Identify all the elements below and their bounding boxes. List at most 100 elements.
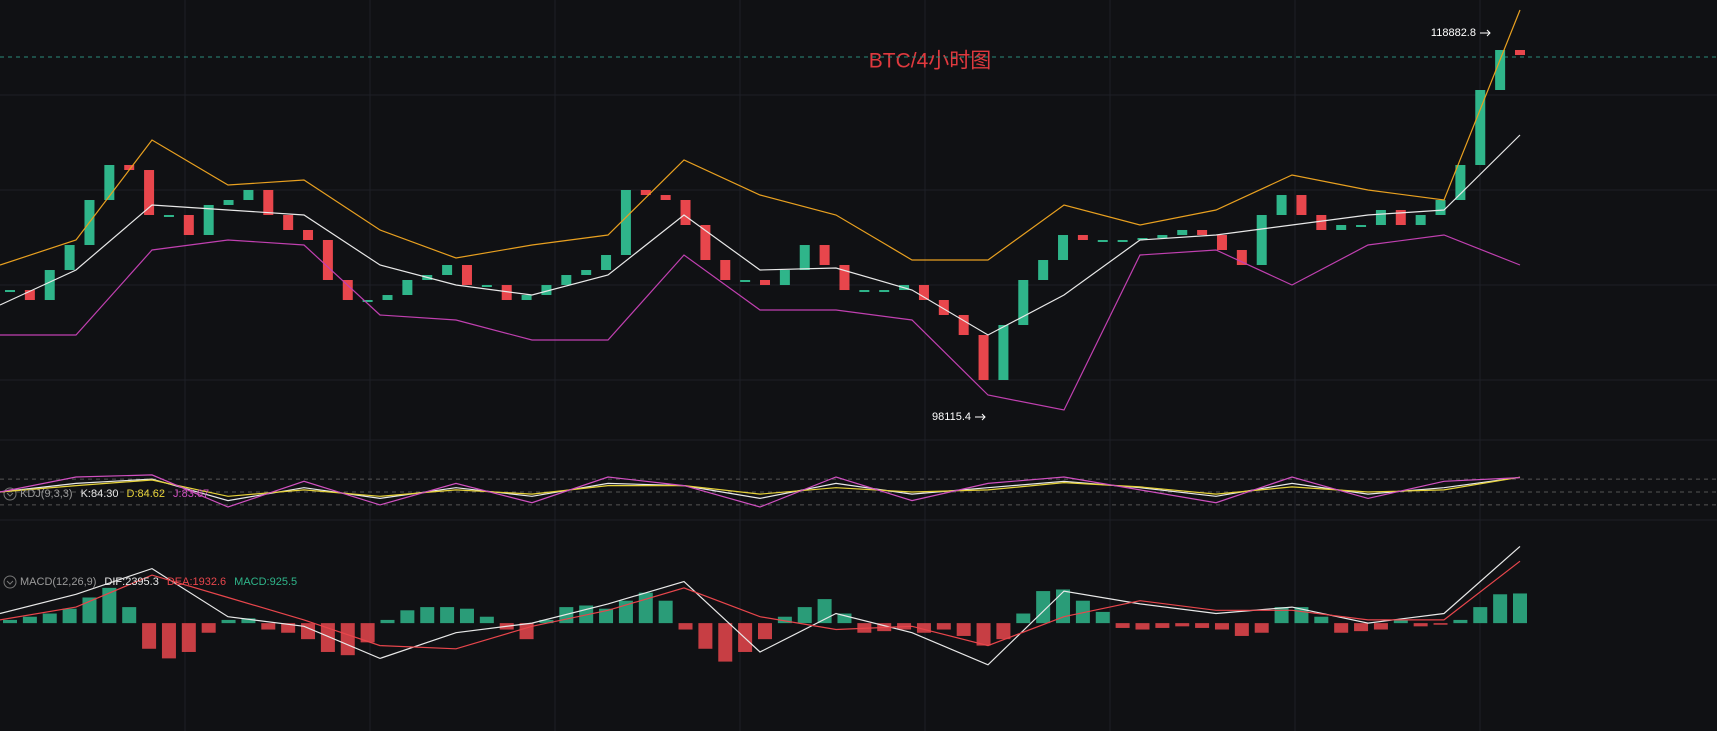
macd-bar (1175, 623, 1190, 627)
candle (799, 245, 810, 271)
candle (223, 200, 234, 205)
macd-bar (241, 618, 256, 624)
macd-bar (479, 616, 494, 624)
macd-bar (340, 623, 355, 656)
macd-bar (718, 623, 733, 662)
candle (1395, 210, 1406, 226)
indicator-line (0, 476, 1521, 502)
macd-bar (837, 613, 852, 624)
macd-bar (380, 619, 395, 624)
candle (481, 285, 492, 288)
macd-bar (777, 616, 792, 624)
candle (283, 215, 294, 230)
candle (581, 270, 592, 276)
candle (918, 285, 929, 301)
macd-bar (698, 623, 713, 649)
macd-bar (956, 623, 971, 636)
candle (1097, 240, 1108, 243)
macd-bar (1254, 623, 1269, 633)
candle (1336, 225, 1347, 230)
macd-bar (1155, 623, 1170, 628)
macd-bar (1195, 623, 1210, 628)
candle (1038, 260, 1049, 280)
macd-bar (678, 623, 693, 630)
macd-bar (221, 619, 236, 624)
candle (680, 200, 691, 226)
candle (263, 189, 274, 215)
macd-bar (3, 619, 17, 624)
indicator-line (0, 560, 1521, 650)
price-annotation: 98115.4 (932, 411, 971, 423)
collapse-icon[interactable] (3, 575, 17, 589)
candle (402, 279, 413, 296)
candle (1375, 210, 1386, 226)
indicator-title: KDJ(9,3,3) (20, 488, 73, 500)
chart-title: BTC/4小时图 (869, 50, 992, 73)
candle (601, 254, 612, 271)
candle (1177, 229, 1188, 236)
candle (620, 189, 631, 255)
candle (243, 189, 254, 201)
macd-bar (1075, 600, 1090, 624)
legend-entry: D:84.62 (127, 488, 166, 500)
macd-bar (320, 623, 335, 652)
macd-bar (1513, 593, 1527, 624)
macd-header (3, 575, 17, 589)
candle (700, 225, 711, 261)
macd-bar (1413, 623, 1428, 627)
macd-bar (82, 597, 97, 624)
candle (998, 325, 1009, 380)
indicator-line (0, 476, 1521, 497)
macd-bar (161, 623, 176, 659)
candle (442, 265, 453, 276)
macd-bar (936, 623, 951, 630)
candle (879, 290, 890, 293)
candle (640, 189, 651, 196)
price-annotation: 118882.8 (1431, 27, 1476, 39)
candle (203, 204, 214, 236)
annotation-arrow (975, 413, 986, 421)
macd-bar (1115, 623, 1130, 628)
candle (1276, 195, 1287, 215)
macd-bar (102, 587, 117, 624)
candle (521, 295, 532, 301)
candle (1515, 50, 1525, 55)
candle (938, 300, 949, 316)
macd-bar (420, 607, 435, 624)
candle (104, 164, 115, 201)
candle (660, 195, 671, 201)
candle (978, 335, 989, 380)
candle (1236, 250, 1247, 266)
candle (1077, 235, 1088, 241)
candle (1495, 50, 1506, 90)
candle (1018, 279, 1029, 326)
candle (839, 265, 850, 291)
macd-bar (181, 623, 196, 652)
macd-bar (1135, 623, 1150, 630)
macd-bar (22, 616, 37, 624)
collapse-icon[interactable] (3, 487, 17, 501)
macd-bar (1016, 613, 1031, 624)
legend-entry: J:83.67 (173, 488, 209, 500)
legend-entry: MACD:925.5 (234, 576, 297, 588)
candle (1216, 235, 1227, 251)
macd-bar (400, 610, 415, 624)
candle (382, 295, 393, 301)
candle (740, 279, 751, 282)
indicator-line (0, 9, 1521, 266)
macd-bar (201, 623, 216, 633)
candle (720, 260, 731, 280)
candle (1197, 229, 1208, 236)
macd-bar (1493, 594, 1508, 624)
annotation-arrow (1480, 29, 1491, 37)
indicator-line (0, 134, 1521, 336)
macd-bar (1433, 623, 1448, 625)
macd-bar (1234, 623, 1249, 636)
macd-bar (42, 613, 57, 624)
macd-bar (1453, 619, 1468, 624)
macd-bar (360, 623, 375, 643)
indicator-line (0, 545, 1521, 666)
macd-bar (1473, 607, 1488, 624)
macd-bar (1056, 589, 1071, 624)
candle (64, 245, 75, 271)
